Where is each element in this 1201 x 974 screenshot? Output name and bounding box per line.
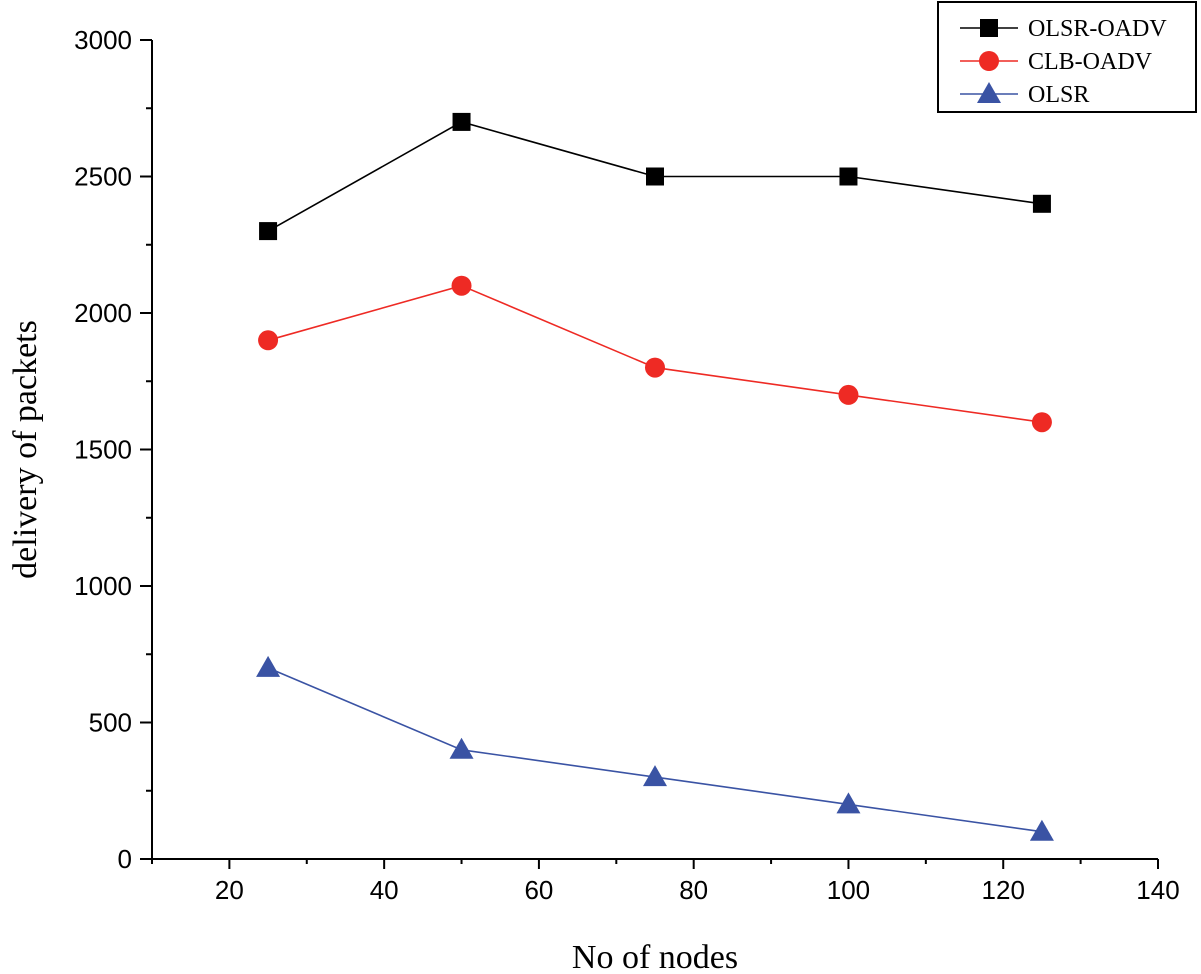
y-tick-label: 500: [89, 708, 132, 738]
data-point: [451, 275, 472, 296]
series-clb-oadv: [258, 275, 1052, 433]
data-point: [449, 737, 474, 759]
y-tick-label: 2000: [74, 298, 132, 328]
x-tick-label: 80: [679, 875, 708, 905]
series-olsr: [256, 655, 1054, 841]
axes: 20 40 60 80 100 120 140 0 500 1000 1500 2000 2500 300…: [74, 25, 1180, 905]
data-point: [646, 167, 664, 186]
series-olsr-oadv: [259, 112, 1051, 241]
legend-label: CLB-OADV: [1028, 49, 1153, 75]
legend-item: CLB-OADV: [960, 49, 1153, 75]
legend-label: OLSR: [1028, 82, 1089, 108]
x-tick-label: 120: [982, 875, 1025, 905]
x-tick-label: 140: [1136, 875, 1179, 905]
data-point: [256, 655, 281, 677]
data-point: [645, 357, 665, 378]
y-tick-label: 0: [118, 844, 132, 874]
data-point: [259, 222, 278, 241]
data-point: [258, 330, 279, 351]
x-tick-label: 20: [215, 875, 244, 905]
y-tick-label: 3000: [74, 25, 132, 55]
y-tick-label: 1500: [74, 435, 132, 465]
data-point: [452, 112, 471, 131]
data-point: [839, 167, 858, 186]
legend-marker: [979, 51, 999, 71]
x-axis-title: No of nodes: [572, 939, 738, 974]
data-point: [643, 765, 667, 787]
series-layer: [256, 112, 1054, 841]
legend-item: OLSR: [960, 82, 1089, 108]
legend-label: OLSR-OADV: [1028, 16, 1167, 42]
data-point: [1029, 819, 1054, 841]
legend: OLSR-OADV CLB-OADV OLSR: [937, 1, 1197, 113]
y-tick-label: 1000: [74, 571, 132, 601]
data-point: [1031, 412, 1052, 433]
y-axis-title: delivery of packets: [7, 320, 44, 579]
series-line: [267, 667, 1043, 833]
x-tick-label: 100: [827, 875, 870, 905]
legend-marker: [980, 19, 998, 37]
series-line: [267, 284, 1043, 423]
data-point: [1032, 194, 1051, 213]
data-point: [836, 792, 861, 814]
x-tick-label: 40: [370, 875, 399, 905]
legend-marker: [977, 82, 1001, 103]
data-point: [838, 384, 859, 405]
x-tick-label: 60: [524, 875, 553, 905]
legend-item: OLSR-OADV: [960, 16, 1167, 42]
y-tick-label: 2500: [74, 162, 132, 192]
